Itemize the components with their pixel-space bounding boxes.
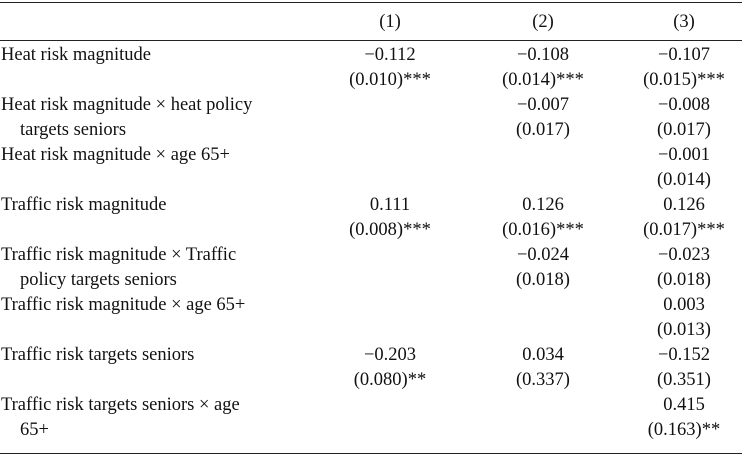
- standard-error: (0.008)***: [349, 220, 431, 240]
- row-label-line2: policy targets seniors: [20, 270, 177, 290]
- coefficient: −0.024: [516, 245, 570, 265]
- row-label-line2: targets seniors: [20, 120, 127, 140]
- cell-col3: −0.001 (0.014): [624, 143, 742, 193]
- row-label: Traffic risk magnitude × age 65+: [1, 293, 301, 318]
- standard-error: (0.163)**: [647, 420, 721, 440]
- coefficient: −0.152: [657, 345, 711, 365]
- standard-error: (0.014)***: [502, 70, 584, 90]
- bottom-rule: [0, 453, 742, 454]
- coefficient: 0.415: [663, 395, 705, 415]
- coefficient: −0.108: [516, 45, 570, 65]
- cell-col2: −0.024 (0.018): [483, 243, 603, 293]
- coefficient: −0.008: [657, 95, 711, 115]
- standard-error: (0.017)***: [643, 220, 725, 240]
- cell-col1: −0.203 (0.080)**: [330, 343, 450, 393]
- row-label-line1: Traffic risk magnitude: [1, 195, 167, 215]
- table-row: Heat risk magnitude −0.112 (0.010)*** −0…: [0, 43, 742, 93]
- standard-error: (0.018): [516, 270, 570, 290]
- coefficient: 0.003: [663, 295, 705, 315]
- standard-error: (0.014): [657, 170, 711, 190]
- cell-col3: −0.152 (0.351): [624, 343, 742, 393]
- cell-col2: 0.034 (0.337): [483, 343, 603, 393]
- coefficient: 0.126: [522, 195, 564, 215]
- column-header-2: (2): [532, 12, 554, 32]
- standard-error: (0.013): [657, 320, 711, 340]
- cell-col3: −0.107 (0.015)***: [624, 43, 742, 93]
- table-header: (1) (2) (3): [0, 12, 742, 36]
- row-label: Heat risk magnitude × heat policy target…: [1, 93, 301, 143]
- cell-col1: −0.112 (0.010)***: [330, 43, 450, 93]
- row-label-line1: Traffic risk magnitude × age 65+: [1, 295, 246, 315]
- row-label: Heat risk magnitude: [1, 43, 301, 68]
- cell-col3: 0.003 (0.013): [624, 293, 742, 343]
- coefficient: −0.001: [657, 145, 711, 165]
- standard-error: (0.337): [516, 370, 570, 390]
- cell-col2: −0.007 (0.017): [483, 93, 603, 143]
- row-label: Heat risk magnitude × age 65+: [1, 143, 301, 168]
- column-header-3: (3): [673, 12, 695, 32]
- coefficient: 0.034: [522, 345, 564, 365]
- table-row: Traffic risk magnitude × Traffic policy …: [0, 243, 742, 293]
- coefficient: 0.111: [369, 195, 411, 215]
- standard-error: (0.016)***: [502, 220, 584, 240]
- coefficient: −0.203: [363, 345, 417, 365]
- coefficient: −0.023: [657, 245, 711, 265]
- row-label: Traffic risk targets seniors × age 65+: [1, 393, 301, 443]
- table-row: Traffic risk targets seniors −0.203 (0.0…: [0, 343, 742, 393]
- table-row: Heat risk magnitude × age 65+ −0.001 (0.…: [0, 143, 742, 193]
- table-row: Traffic risk magnitude × age 65+ 0.003 (…: [0, 293, 742, 343]
- cell-col2: −0.108 (0.014)***: [483, 43, 603, 93]
- cell-col3: 0.126 (0.017)***: [624, 193, 742, 243]
- row-label: Traffic risk magnitude: [1, 193, 301, 218]
- table-row: Heat risk magnitude × heat policy target…: [0, 93, 742, 143]
- standard-error: (0.080)**: [353, 370, 427, 390]
- column-header-1: (1): [379, 12, 401, 32]
- standard-error: (0.351): [657, 370, 711, 390]
- cell-col3: −0.023 (0.018): [624, 243, 742, 293]
- standard-error: (0.018): [657, 270, 711, 290]
- row-label-line1: Heat risk magnitude × age 65+: [1, 145, 230, 165]
- table-row: Traffic risk magnitude 0.111 (0.008)*** …: [0, 193, 742, 243]
- row-label-line2: 65+: [20, 420, 49, 440]
- cell-col3: 0.415 (0.163)**: [624, 393, 742, 443]
- standard-error: (0.010)***: [349, 70, 431, 90]
- standard-error: (0.017): [516, 120, 570, 140]
- header-rule: [0, 40, 742, 41]
- coefficient: 0.126: [663, 195, 705, 215]
- row-label: Traffic risk magnitude × Traffic policy …: [1, 243, 301, 293]
- standard-error: (0.017): [657, 120, 711, 140]
- top-rule: [0, 2, 742, 3]
- coefficient: −0.112: [364, 45, 416, 65]
- coefficient: −0.107: [657, 45, 711, 65]
- row-label-line1: Traffic risk targets seniors: [1, 345, 195, 365]
- cell-col1: 0.111 (0.008)***: [330, 193, 450, 243]
- row-label: Traffic risk targets seniors: [1, 343, 301, 368]
- cell-col3: −0.008 (0.017): [624, 93, 742, 143]
- row-label-line1: Traffic risk targets seniors × age: [1, 395, 240, 415]
- row-label-line1: Heat risk magnitude × heat policy: [1, 95, 253, 115]
- standard-error: (0.015)***: [643, 70, 725, 90]
- row-label-line1: Heat risk magnitude: [1, 45, 152, 65]
- table-row: Traffic risk targets seniors × age 65+ 0…: [0, 393, 742, 443]
- coefficient: −0.007: [516, 95, 570, 115]
- cell-col2: 0.126 (0.016)***: [483, 193, 603, 243]
- row-label-line1: Traffic risk magnitude × Traffic: [1, 245, 237, 265]
